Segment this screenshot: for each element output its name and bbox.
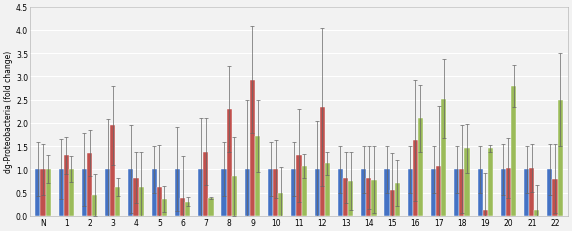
Bar xyxy=(157,187,162,216)
Bar xyxy=(46,170,51,216)
Bar xyxy=(291,170,296,216)
Bar xyxy=(464,149,470,216)
Bar xyxy=(92,195,97,216)
Bar xyxy=(128,170,133,216)
Bar xyxy=(245,170,250,216)
Bar xyxy=(366,178,371,216)
Bar xyxy=(87,153,92,216)
Bar xyxy=(278,193,283,216)
Bar xyxy=(82,170,87,216)
Bar xyxy=(431,170,436,216)
Bar xyxy=(361,170,366,216)
Bar xyxy=(506,168,511,216)
Bar xyxy=(454,170,459,216)
Bar xyxy=(255,136,260,216)
Bar xyxy=(395,183,400,216)
Bar xyxy=(511,86,516,216)
Bar xyxy=(338,170,343,216)
Bar xyxy=(35,170,41,216)
Bar xyxy=(133,178,138,216)
Bar xyxy=(232,176,237,216)
Y-axis label: dg-Proteobacteria (fold change): dg-Proteobacteria (fold change) xyxy=(4,51,13,173)
Bar xyxy=(371,180,376,216)
Bar xyxy=(529,168,534,216)
Bar xyxy=(41,170,46,216)
Bar xyxy=(524,170,529,216)
Bar xyxy=(488,149,493,216)
Bar xyxy=(268,170,273,216)
Bar xyxy=(501,170,506,216)
Bar xyxy=(320,107,325,216)
Bar xyxy=(408,170,413,216)
Bar xyxy=(180,198,185,216)
Bar xyxy=(483,210,488,216)
Bar xyxy=(413,141,418,216)
Bar xyxy=(152,170,157,216)
Bar xyxy=(116,187,121,216)
Bar xyxy=(553,179,558,216)
Bar xyxy=(227,109,232,216)
Bar xyxy=(390,190,395,216)
Bar xyxy=(110,126,116,216)
Bar xyxy=(221,170,227,216)
Bar xyxy=(418,119,423,216)
Bar xyxy=(58,170,63,216)
Bar xyxy=(250,80,255,216)
Bar xyxy=(325,164,330,216)
Bar xyxy=(315,170,320,216)
Bar xyxy=(208,198,213,216)
Bar xyxy=(203,152,208,216)
Bar xyxy=(301,166,307,216)
Bar xyxy=(185,202,190,216)
Bar xyxy=(478,170,483,216)
Bar xyxy=(69,170,74,216)
Bar xyxy=(459,170,464,216)
Bar xyxy=(441,99,446,216)
Bar xyxy=(273,170,278,216)
Bar xyxy=(138,187,144,216)
Bar xyxy=(547,170,553,216)
Bar xyxy=(175,170,180,216)
Bar xyxy=(534,210,539,216)
Bar xyxy=(384,170,390,216)
Bar xyxy=(105,170,110,216)
Bar xyxy=(343,178,348,216)
Bar xyxy=(296,156,301,216)
Bar xyxy=(198,170,203,216)
Bar xyxy=(162,200,167,216)
Bar xyxy=(348,181,353,216)
Bar xyxy=(436,166,441,216)
Bar xyxy=(63,156,69,216)
Bar xyxy=(558,100,563,216)
